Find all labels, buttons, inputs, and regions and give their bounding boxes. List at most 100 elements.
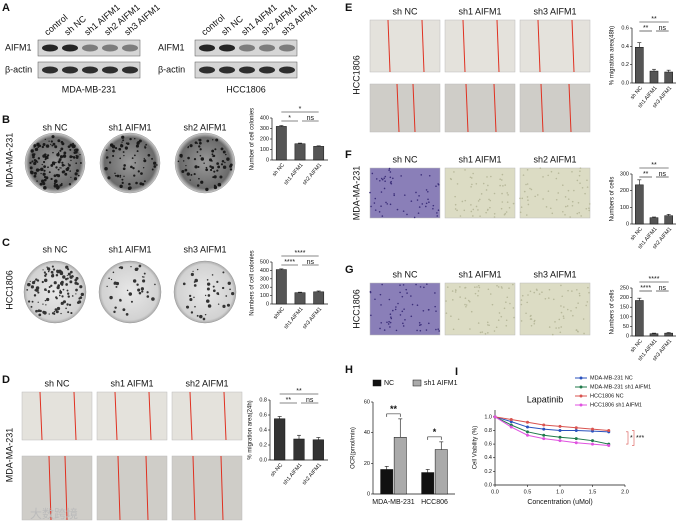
cell	[410, 295, 412, 297]
colony	[55, 310, 59, 314]
cell	[454, 195, 456, 198]
scratch-edge	[117, 455, 121, 521]
point	[558, 424, 562, 428]
colony	[155, 164, 158, 166]
legend-marker	[579, 376, 583, 380]
colony	[40, 167, 44, 172]
colony	[146, 295, 150, 298]
colony	[30, 305, 33, 308]
colony	[75, 288, 78, 292]
image	[369, 282, 441, 336]
colony	[34, 147, 39, 152]
cell	[506, 201, 509, 203]
image	[173, 260, 237, 324]
colony	[119, 266, 122, 268]
cell	[389, 326, 391, 328]
colony	[54, 145, 58, 149]
cell	[436, 215, 439, 217]
cell	[533, 319, 536, 322]
colony	[79, 285, 83, 289]
cell	[389, 171, 392, 173]
colony	[206, 282, 211, 286]
colony	[226, 303, 231, 307]
cell	[418, 206, 421, 208]
cell	[526, 301, 528, 304]
cell	[476, 286, 478, 288]
cell	[493, 212, 496, 215]
colony	[72, 276, 74, 278]
colony	[46, 297, 50, 302]
cell	[389, 176, 392, 179]
colony	[71, 144, 76, 149]
colony	[60, 182, 63, 185]
cell	[520, 303, 523, 306]
image	[519, 19, 591, 73]
cell	[379, 293, 382, 296]
band	[279, 66, 295, 74]
cell	[564, 205, 567, 208]
cell	[435, 328, 437, 331]
cell	[497, 319, 500, 322]
cell	[533, 322, 536, 325]
colony	[179, 153, 183, 158]
panel-letter: A	[2, 2, 10, 14]
cell	[383, 187, 386, 190]
cell	[434, 305, 436, 308]
column-label: sh NC	[392, 6, 418, 16]
cell	[449, 177, 452, 180]
colony	[123, 175, 125, 177]
colony	[53, 163, 55, 166]
cell	[427, 198, 429, 201]
colony	[120, 143, 123, 146]
colony	[189, 179, 191, 181]
scratch-edge	[537, 19, 541, 73]
cell	[390, 182, 393, 185]
cell	[557, 192, 560, 194]
colony	[50, 143, 52, 146]
cell	[370, 205, 372, 208]
significance-label: **	[296, 388, 302, 395]
cell	[470, 204, 472, 206]
column-label: sh3 AIFM1	[533, 269, 576, 279]
colony	[136, 283, 139, 286]
error-bar	[398, 418, 403, 438]
colony	[213, 170, 216, 173]
colony	[182, 160, 185, 162]
cell	[459, 215, 462, 217]
cell	[548, 288, 551, 291]
cell	[392, 177, 394, 180]
colony	[41, 179, 45, 183]
cell	[410, 315, 413, 318]
colony	[51, 161, 56, 165]
colony	[75, 276, 79, 280]
colony	[65, 167, 69, 172]
cell	[435, 310, 437, 312]
cell	[493, 216, 496, 218]
panel-letter: E	[345, 2, 352, 14]
cell	[573, 189, 575, 192]
bar	[635, 300, 644, 337]
cell	[555, 198, 558, 201]
row-label: HCC1806	[351, 289, 361, 329]
colony	[181, 169, 185, 173]
cell	[380, 205, 382, 207]
colony	[67, 295, 70, 298]
cell	[425, 205, 427, 208]
colony	[33, 294, 37, 297]
colony	[39, 309, 42, 313]
colony	[205, 166, 208, 169]
colony	[122, 139, 125, 142]
cell	[451, 299, 454, 301]
colony	[193, 173, 196, 176]
cell	[393, 194, 396, 197]
cell	[485, 189, 488, 191]
cell	[432, 207, 434, 210]
cell	[585, 207, 588, 210]
colony	[42, 303, 44, 305]
colony	[135, 144, 139, 148]
colony	[63, 164, 66, 166]
colony	[227, 281, 231, 285]
blot-row-label: AIFM1	[5, 42, 32, 52]
cell	[530, 188, 533, 191]
